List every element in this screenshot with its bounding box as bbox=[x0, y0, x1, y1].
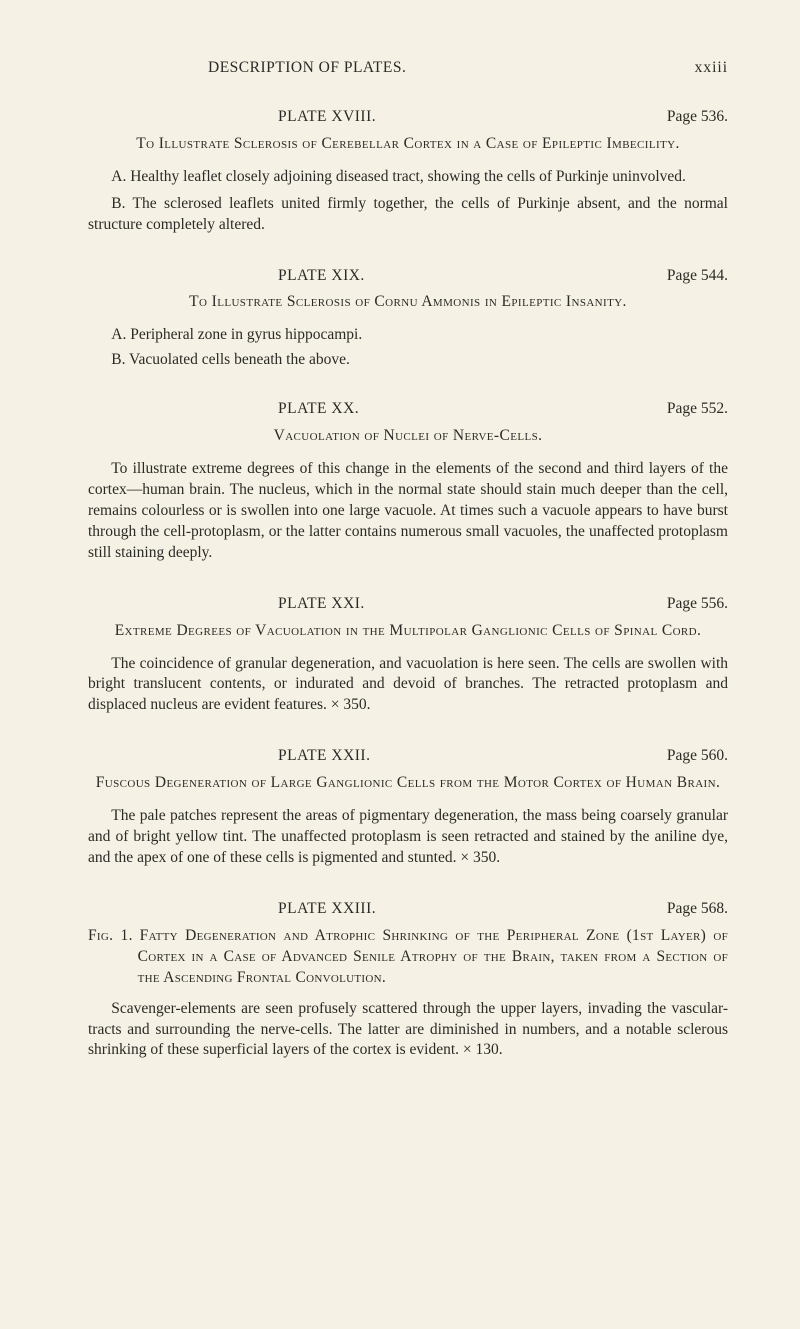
plate-paragraph: To illustrate extreme degrees of this ch… bbox=[88, 459, 728, 564]
plate-paragraph: B. The sclerosed leaflets united firmly … bbox=[88, 194, 728, 236]
running-header-left: DESCRIPTION OF PLATES. bbox=[208, 58, 406, 79]
plate-label: PLATE XX. bbox=[278, 399, 359, 420]
plate-paragraph: A. Healthy leaflet closely adjoining dis… bbox=[88, 167, 728, 188]
running-header: DESCRIPTION OF PLATES. xxiii bbox=[88, 58, 728, 79]
plate-subject: Vacuolation of Nuclei of Nerve-Cells. bbox=[88, 426, 728, 447]
plate-page-ref: Page 544. bbox=[667, 266, 728, 287]
plate-page-ref: Page 568. bbox=[667, 899, 728, 920]
plate-heading-row: PLATE XIX. Page 544. bbox=[88, 266, 728, 287]
plate-label: PLATE XXII. bbox=[278, 746, 370, 767]
figure-entry: Fig. 1. Fatty Degeneration and Atrophic … bbox=[88, 926, 728, 989]
plate-subject: Extreme Degrees of Vacuolation in the Mu… bbox=[88, 621, 728, 642]
plate-page-ref: Page 556. bbox=[667, 594, 728, 615]
figure-title: Fatty Degeneration and Atrophic Shrinkin… bbox=[138, 927, 728, 986]
plate-page-ref: Page 552. bbox=[667, 399, 728, 420]
plate-label: PLATE XVIII. bbox=[278, 107, 376, 128]
plate-heading-row: PLATE XX. Page 552. bbox=[88, 399, 728, 420]
plate-page-ref: Page 560. bbox=[667, 746, 728, 767]
plate-paragraph: B. Vacuolated cells beneath the above. bbox=[88, 350, 728, 371]
plate-subject: Fuscous Degeneration of Large Ganglionic… bbox=[88, 773, 728, 794]
plate-page-ref: Page 536. bbox=[667, 107, 728, 128]
plate-paragraph: Scavenger-elements are seen profusely sc… bbox=[88, 999, 728, 1062]
plate-subject: To Illustrate Sclerosis of Cornu Ammonis… bbox=[88, 292, 728, 313]
plate-heading-row: PLATE XVIII. Page 536. bbox=[88, 107, 728, 128]
plate-label: PLATE XXI. bbox=[278, 594, 365, 615]
plate-heading-row: PLATE XXI. Page 556. bbox=[88, 594, 728, 615]
plate-paragraph: A. Peripheral zone in gyrus hippocampi. bbox=[88, 325, 728, 346]
plate-paragraph: The coincidence of granular degeneration… bbox=[88, 654, 728, 717]
plate-paragraph: The pale patches represent the areas of … bbox=[88, 806, 728, 869]
plate-label: PLATE XXIII. bbox=[278, 899, 376, 920]
figure-label: Fig. 1. bbox=[88, 927, 133, 944]
running-header-right: xxiii bbox=[695, 58, 728, 79]
plate-subject: To Illustrate Sclerosis of Cerebellar Co… bbox=[88, 134, 728, 155]
plate-heading-row: PLATE XXII. Page 560. bbox=[88, 746, 728, 767]
plate-label: PLATE XIX. bbox=[278, 266, 365, 287]
plate-heading-row: PLATE XXIII. Page 568. bbox=[88, 899, 728, 920]
